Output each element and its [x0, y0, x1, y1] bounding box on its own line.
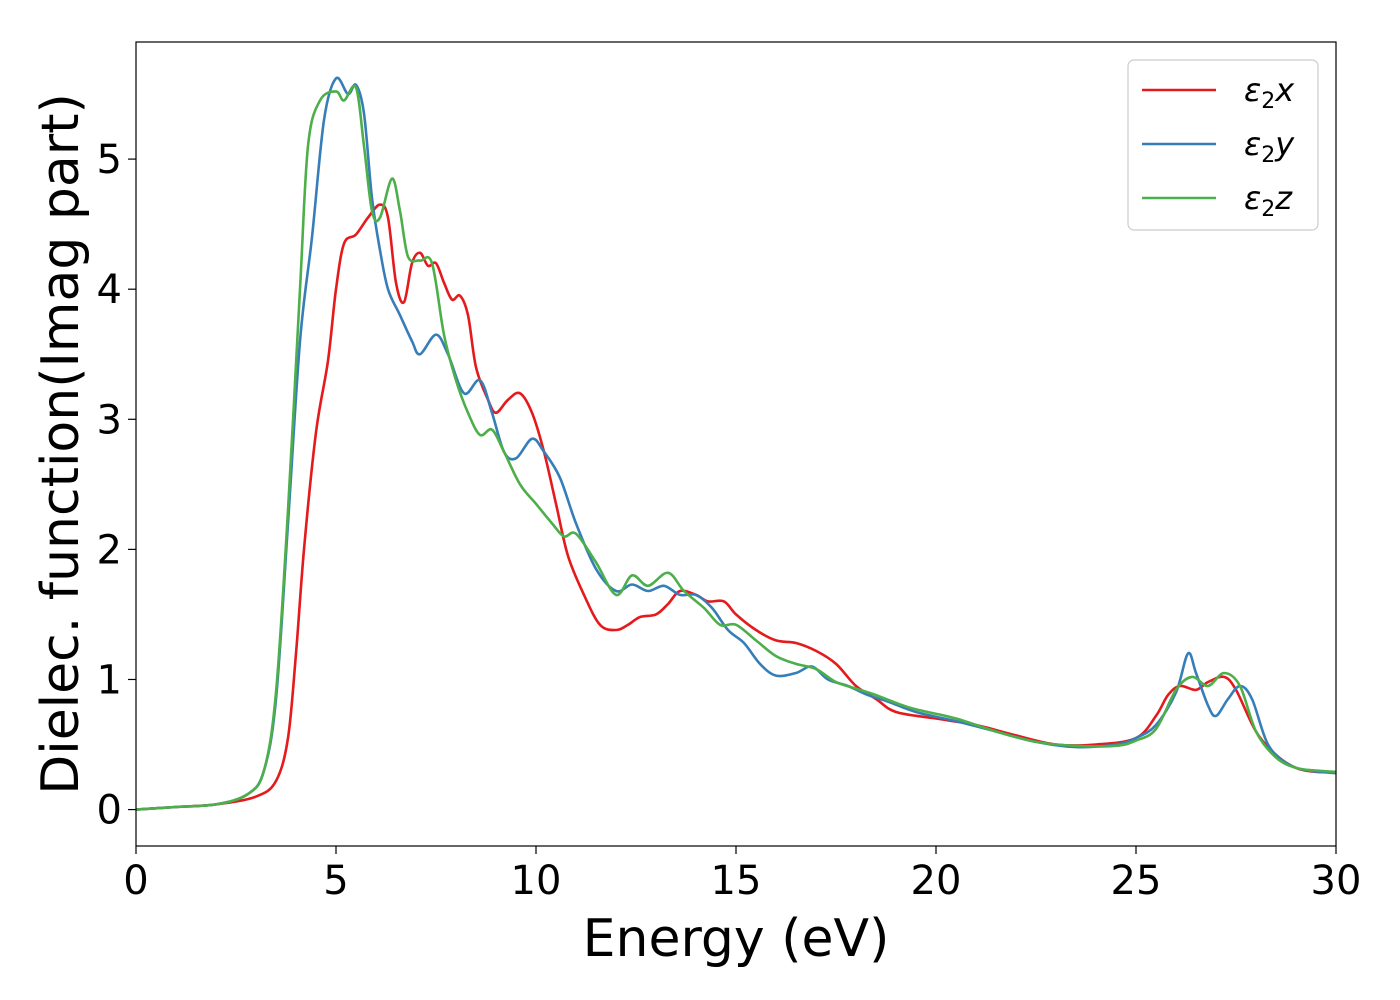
x-tick-label: 15 — [711, 858, 762, 904]
x-axis: 0 5 10 15 20 25 30 — [123, 846, 1361, 904]
y-tick-label: 2 — [97, 527, 122, 573]
x-axis-title: Energy (eV) — [583, 909, 890, 969]
x-tick-label: 30 — [1311, 858, 1362, 904]
y-tick-label: 0 — [97, 788, 122, 834]
legend-box — [1127, 59, 1319, 231]
series-layer — [136, 76, 1336, 811]
x-tick-label: 10 — [511, 858, 562, 904]
legend-label-z: ε2z — [1244, 179, 1293, 222]
x-tick-label: 20 — [911, 858, 962, 904]
legend: ε2x ε2y ε2z — [1127, 59, 1319, 231]
series-line-z — [136, 84, 1336, 811]
y-tick-label: 5 — [97, 137, 122, 183]
y-axis-title: Dielec. function(Imag part) — [31, 93, 91, 795]
legend-label-x: ε2x — [1244, 71, 1295, 114]
y-tick-label: 4 — [97, 267, 122, 313]
y-axis: 0 1 2 3 4 5 — [97, 137, 136, 834]
x-tick-label: 25 — [1111, 858, 1162, 904]
y-tick-label: 3 — [97, 397, 122, 443]
y-tick-label: 1 — [97, 657, 122, 703]
x-tick-label: 0 — [123, 858, 148, 904]
legend-label-y: ε2y — [1244, 125, 1295, 168]
x-tick-label: 5 — [323, 858, 348, 904]
